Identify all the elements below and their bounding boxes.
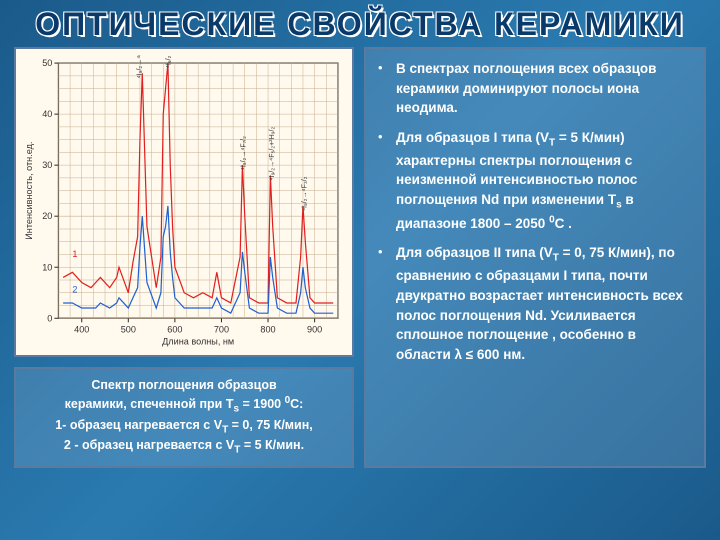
svg-text:600: 600	[167, 324, 182, 334]
bullet-3: • Для образцов II типа (VT = 0, 75 К/мин…	[378, 243, 692, 364]
svg-text:900: 900	[307, 324, 322, 334]
bullet-2: • Для образцов I типа (VT = 5 К/мин) хар…	[378, 128, 692, 234]
svg-text:20: 20	[42, 211, 52, 221]
svg-text:800: 800	[260, 324, 275, 334]
svg-text:1: 1	[72, 249, 77, 259]
svg-text:Интенсивность, отн.ед.: Интенсивность, отн.ед.	[24, 142, 34, 240]
svg-text:⁴I₉/₂→⁴F₇/₂: ⁴I₉/₂→⁴F₇/₂	[239, 136, 247, 170]
caption-line2b: = 1900	[239, 397, 285, 411]
bullet-text: В спектрах поглощения всех образцов кера…	[396, 59, 692, 118]
bullet-mark: •	[378, 243, 396, 364]
page-title: ОПТИЧЕСКИЕ СВОЙСТВА КЕРАМИКИ	[0, 0, 720, 47]
svg-text:400: 400	[74, 324, 89, 334]
svg-text:⁴I₉/₂→²G₇/₂+⁴G₅/₂: ⁴I₉/₂→²G₇/₂+⁴G₅/₂	[164, 55, 172, 68]
bullets-panel: • В спектрах поглощения всех образцов ке…	[364, 47, 706, 468]
caption-line2c: C:	[290, 397, 303, 411]
svg-text:40: 40	[42, 109, 52, 119]
bullet-mark: •	[378, 59, 396, 118]
bullet-text: Для образцов II типа (VT = 0, 75 К/мин),…	[396, 243, 692, 364]
caption-line4a: 2 - образец нагревается с V	[64, 438, 234, 452]
absorption-chart: 400 500 600 700 800 900 0 10 20 30 40 50 Длина волны…	[22, 55, 346, 349]
svg-text:⁴I₉/₂→⁴G₇/₂: ⁴I₉/₂→⁴G₇/₂	[136, 55, 144, 78]
svg-text:⁴I₉/₂→⁴F₃/₂: ⁴I₉/₂→⁴F₃/₂	[300, 176, 308, 211]
left-column: 400 500 600 700 800 900 0 10 20 30 40 50 Длина волны…	[14, 47, 354, 468]
chart-caption: Спектр поглощения образцов керамики, спе…	[14, 367, 354, 468]
caption-line4b: = 5 К/мин.	[240, 438, 304, 452]
svg-text:0: 0	[47, 313, 52, 323]
chart-box: 400 500 600 700 800 900 0 10 20 30 40 50 Длина волны…	[14, 47, 354, 357]
caption-line3b: = 0, 75 К/мин,	[228, 418, 313, 432]
caption-line3a: 1- образец нагревается с V	[55, 418, 222, 432]
svg-text:30: 30	[42, 160, 52, 170]
content: 400 500 600 700 800 900 0 10 20 30 40 50 Длина волны…	[0, 47, 720, 478]
bullet-text: Для образцов I типа (VT = 5 К/мин) харак…	[396, 128, 692, 234]
svg-text:700: 700	[214, 324, 229, 334]
bullet-1: • В спектрах поглощения всех образцов ке…	[378, 59, 692, 118]
svg-text:2: 2	[72, 285, 77, 295]
svg-text:⁴I₉/₂→⁴F₅/₂+²H₉/₂: ⁴I₉/₂→⁴F₅/₂+²H₉/₂	[268, 127, 276, 181]
bullet-mark: •	[378, 128, 396, 234]
svg-text:10: 10	[42, 262, 52, 272]
caption-line1: Спектр поглощения образцов	[91, 378, 276, 392]
caption-line2a: керамики, спеченной при T	[65, 397, 234, 411]
svg-text:Длина волны, нм: Длина волны, нм	[162, 337, 234, 347]
svg-text:500: 500	[121, 324, 136, 334]
svg-text:50: 50	[42, 58, 52, 68]
